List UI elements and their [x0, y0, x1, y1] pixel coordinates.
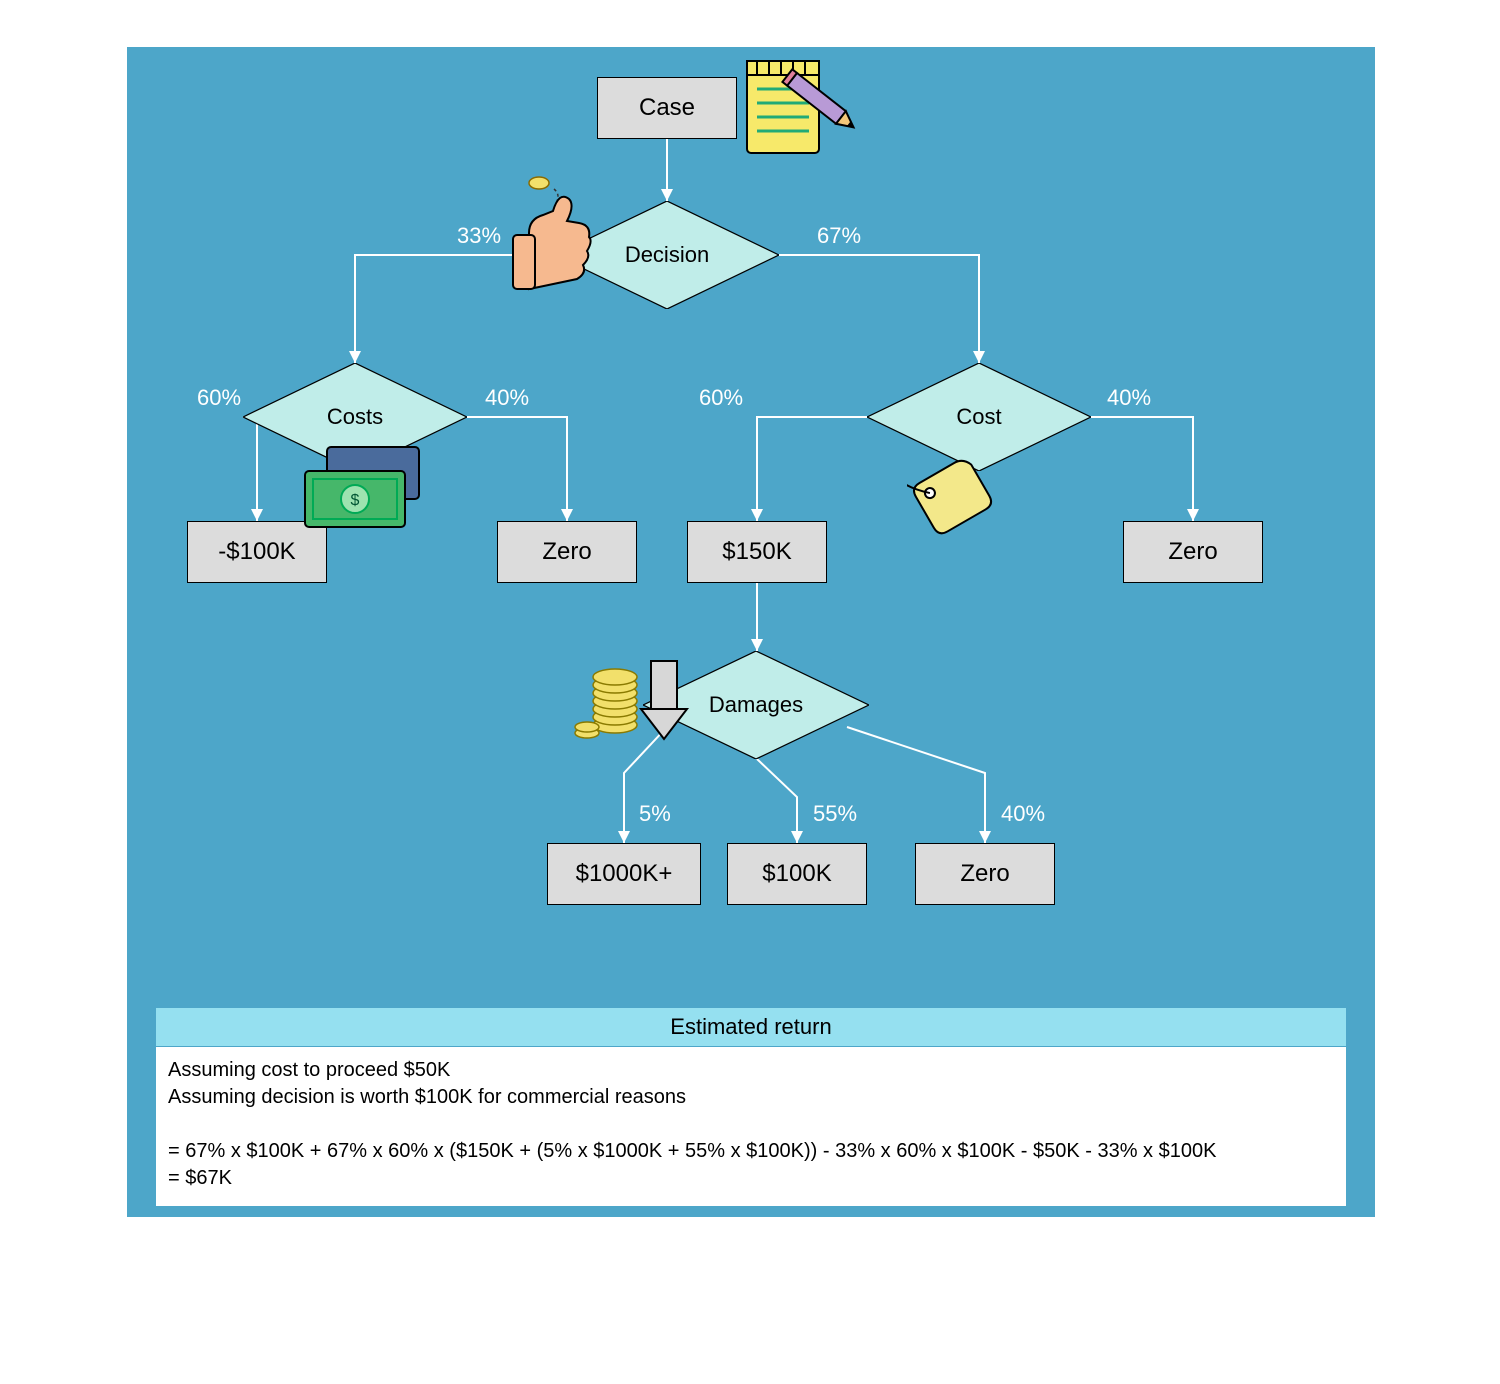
node-label: Costs	[327, 404, 383, 430]
node-zero-1: Zero	[497, 521, 637, 583]
node-100k: $100K	[727, 843, 867, 905]
node-label: Zero	[960, 860, 1009, 888]
edge-label: 33%	[457, 223, 501, 249]
node-case: Case	[597, 77, 737, 139]
node-zero-3: Zero	[915, 843, 1055, 905]
estimated-return-title: Estimated return	[156, 1008, 1346, 1047]
edge-label: 40%	[1001, 801, 1045, 827]
svg-text:$: $	[351, 492, 360, 509]
node-label: $100K	[762, 860, 831, 888]
price-tag-icon	[907, 443, 999, 535]
node-zero-2: Zero	[1123, 521, 1263, 583]
edge-label: 5%	[639, 801, 671, 827]
edge-label: 40%	[1107, 385, 1151, 411]
estimated-return-body: Assuming cost to proceed $50K Assuming d…	[156, 1047, 1346, 1206]
node-label: Zero	[542, 538, 591, 566]
edge-label: 67%	[817, 223, 861, 249]
edge-label: 60%	[699, 385, 743, 411]
coin-stack-arrow-icon	[573, 647, 703, 749]
edge-label: 60%	[197, 385, 241, 411]
node-label: Zero	[1168, 538, 1217, 566]
node-150k: $150K	[687, 521, 827, 583]
node-1000k: $1000K+	[547, 843, 701, 905]
node-label: Case	[639, 94, 695, 122]
node-label: -$100K	[218, 538, 295, 566]
node-label: Decision	[625, 242, 709, 268]
estimated-return-box: Estimated return Assuming cost to procee…	[155, 1007, 1347, 1207]
node-label: $1000K+	[576, 860, 673, 888]
thumbs-up-coin-icon	[499, 171, 595, 291]
edge-label: 40%	[485, 385, 529, 411]
node-label: $150K	[722, 538, 791, 566]
money-stack-icon: $	[297, 441, 427, 533]
diagram-canvas: Case -$100K Zero $150K Zero $1000K+ $100…	[127, 47, 1375, 1217]
edge-label: 55%	[813, 801, 857, 827]
notepad-pencil-icon	[739, 51, 857, 161]
node-label: Damages	[709, 692, 803, 718]
node-label: Cost	[956, 404, 1001, 430]
